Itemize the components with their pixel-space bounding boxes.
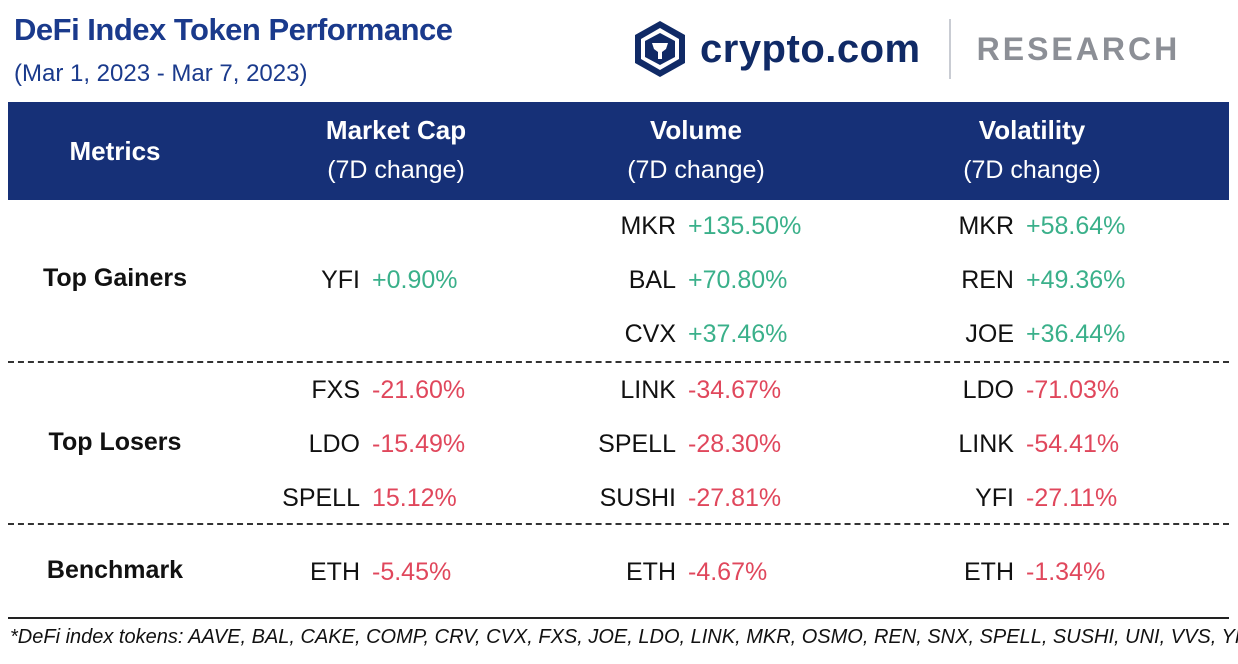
gainer-volume-entry: MKR +135.50%	[620, 209, 802, 243]
brand-name: crypto.com	[700, 26, 921, 71]
gainer-volatility-entry: REN +49.36%	[961, 263, 1126, 297]
row-divider	[8, 523, 1229, 525]
gainer-volatility-entry: MKR +58.64%	[958, 209, 1126, 243]
header-volatility-title: Volatility	[978, 115, 1086, 145]
header-volume: Volume (7D change)	[546, 102, 846, 200]
table-header: Metrics Market Cap (7D change) Volume (7…	[8, 102, 1229, 200]
change-value: -15.49%	[372, 430, 466, 458]
loser-volume-entry: SUSHI -27.81%	[600, 481, 782, 515]
header-market-cap-sub: (7D change)	[327, 156, 465, 184]
token-symbol: JOE	[965, 320, 1014, 348]
header-volume-sub: (7D change)	[627, 156, 765, 184]
change-value: -71.03%	[1026, 376, 1120, 404]
footnote: *DeFi index tokens: AAVE, BAL, CAKE, COM…	[10, 626, 1238, 648]
header-metrics: Metrics	[69, 136, 161, 166]
gainer-volatility-entry: JOE +36.44%	[965, 317, 1126, 351]
benchmark-market-cap-entry: ETH -5.45%	[310, 555, 452, 589]
change-value: +37.46%	[688, 320, 788, 348]
token-symbol: LDO	[308, 430, 360, 458]
change-value: +36.44%	[1026, 320, 1126, 348]
change-value: -27.11%	[1026, 484, 1118, 512]
page-title: DeFi Index Token Performance	[14, 12, 453, 47]
gainer-market-cap-entry: YFI +0.90%	[321, 263, 458, 297]
change-value: -27.81%	[688, 484, 782, 512]
change-value: +58.64%	[1026, 212, 1126, 240]
loser-volatility-entry: LDO -71.03%	[963, 373, 1120, 407]
token-symbol: ETH	[310, 558, 360, 586]
loser-volatility-entry: YFI -27.11%	[975, 481, 1118, 515]
header-volatility: Volatility (7D change)	[882, 102, 1182, 200]
loser-volume-entry: SPELL -28.30%	[598, 427, 782, 461]
row-divider	[8, 361, 1229, 363]
change-value: +49.36%	[1026, 266, 1126, 294]
header-volatility-sub: (7D change)	[963, 156, 1101, 184]
date-range-subtitle: (Mar 1, 2023 - Mar 7, 2023)	[14, 60, 308, 87]
token-symbol: SPELL	[282, 484, 360, 512]
loser-volume-entry: LINK -34.67%	[620, 373, 782, 407]
row-label-benchmark: Benchmark	[46, 556, 184, 584]
change-value: +70.80%	[688, 266, 788, 294]
change-value: -34.67%	[688, 376, 782, 404]
change-value: 15.12%	[372, 484, 457, 512]
brand-section: RESEARCH	[976, 30, 1181, 67]
change-value: -1.34%	[1026, 558, 1106, 586]
header-market-cap-title: Market Cap	[325, 115, 467, 145]
token-symbol: LINK	[958, 430, 1014, 458]
token-symbol: ETH	[964, 558, 1014, 586]
token-symbol: BAL	[628, 266, 676, 294]
brand-divider	[948, 19, 951, 79]
token-symbol: SPELL	[598, 430, 676, 458]
row-label-top-losers: Top Losers	[48, 428, 182, 456]
token-symbol: YFI	[975, 484, 1014, 512]
token-symbol: SUSHI	[599, 484, 676, 512]
change-value: -21.60%	[372, 376, 466, 404]
token-symbol: YFI	[321, 266, 360, 294]
change-value: -54.41%	[1026, 430, 1120, 458]
token-symbol: MKR	[620, 212, 676, 240]
token-symbol: FXS	[311, 376, 360, 404]
token-symbol: MKR	[958, 212, 1014, 240]
change-value: +0.90%	[372, 266, 458, 294]
brand-header: crypto.com RESEARCH	[632, 18, 1180, 80]
token-symbol: REN	[961, 266, 1014, 294]
change-value: -4.67%	[688, 558, 768, 586]
change-value: -28.30%	[688, 430, 782, 458]
gainer-volume-entry: BAL +70.80%	[629, 263, 788, 297]
table-bottom-rule	[8, 617, 1229, 619]
benchmark-volume-entry: ETH -4.67%	[626, 555, 768, 589]
token-symbol: LINK	[620, 376, 676, 404]
loser-market-cap-entry: SPELL 15.12%	[282, 481, 457, 515]
header-market-cap: Market Cap (7D change)	[246, 102, 546, 200]
benchmark-volatility-entry: ETH -1.34%	[964, 555, 1106, 589]
change-value: +135.50%	[688, 212, 802, 240]
row-label-top-gainers: Top Gainers	[42, 264, 187, 292]
crypto-com-lion-shield-icon	[635, 21, 685, 77]
loser-market-cap-entry: FXS -21.60%	[311, 373, 466, 407]
token-symbol: CVX	[624, 320, 676, 348]
token-symbol: ETH	[626, 558, 676, 586]
gainer-volume-entry: CVX +37.46%	[625, 317, 788, 351]
loser-market-cap-entry: LDO -15.49%	[309, 427, 466, 461]
token-symbol: LDO	[962, 376, 1014, 404]
loser-volatility-entry: LINK -54.41%	[958, 427, 1120, 461]
change-value: -5.45%	[372, 558, 452, 586]
header-volume-title: Volume	[650, 115, 742, 145]
